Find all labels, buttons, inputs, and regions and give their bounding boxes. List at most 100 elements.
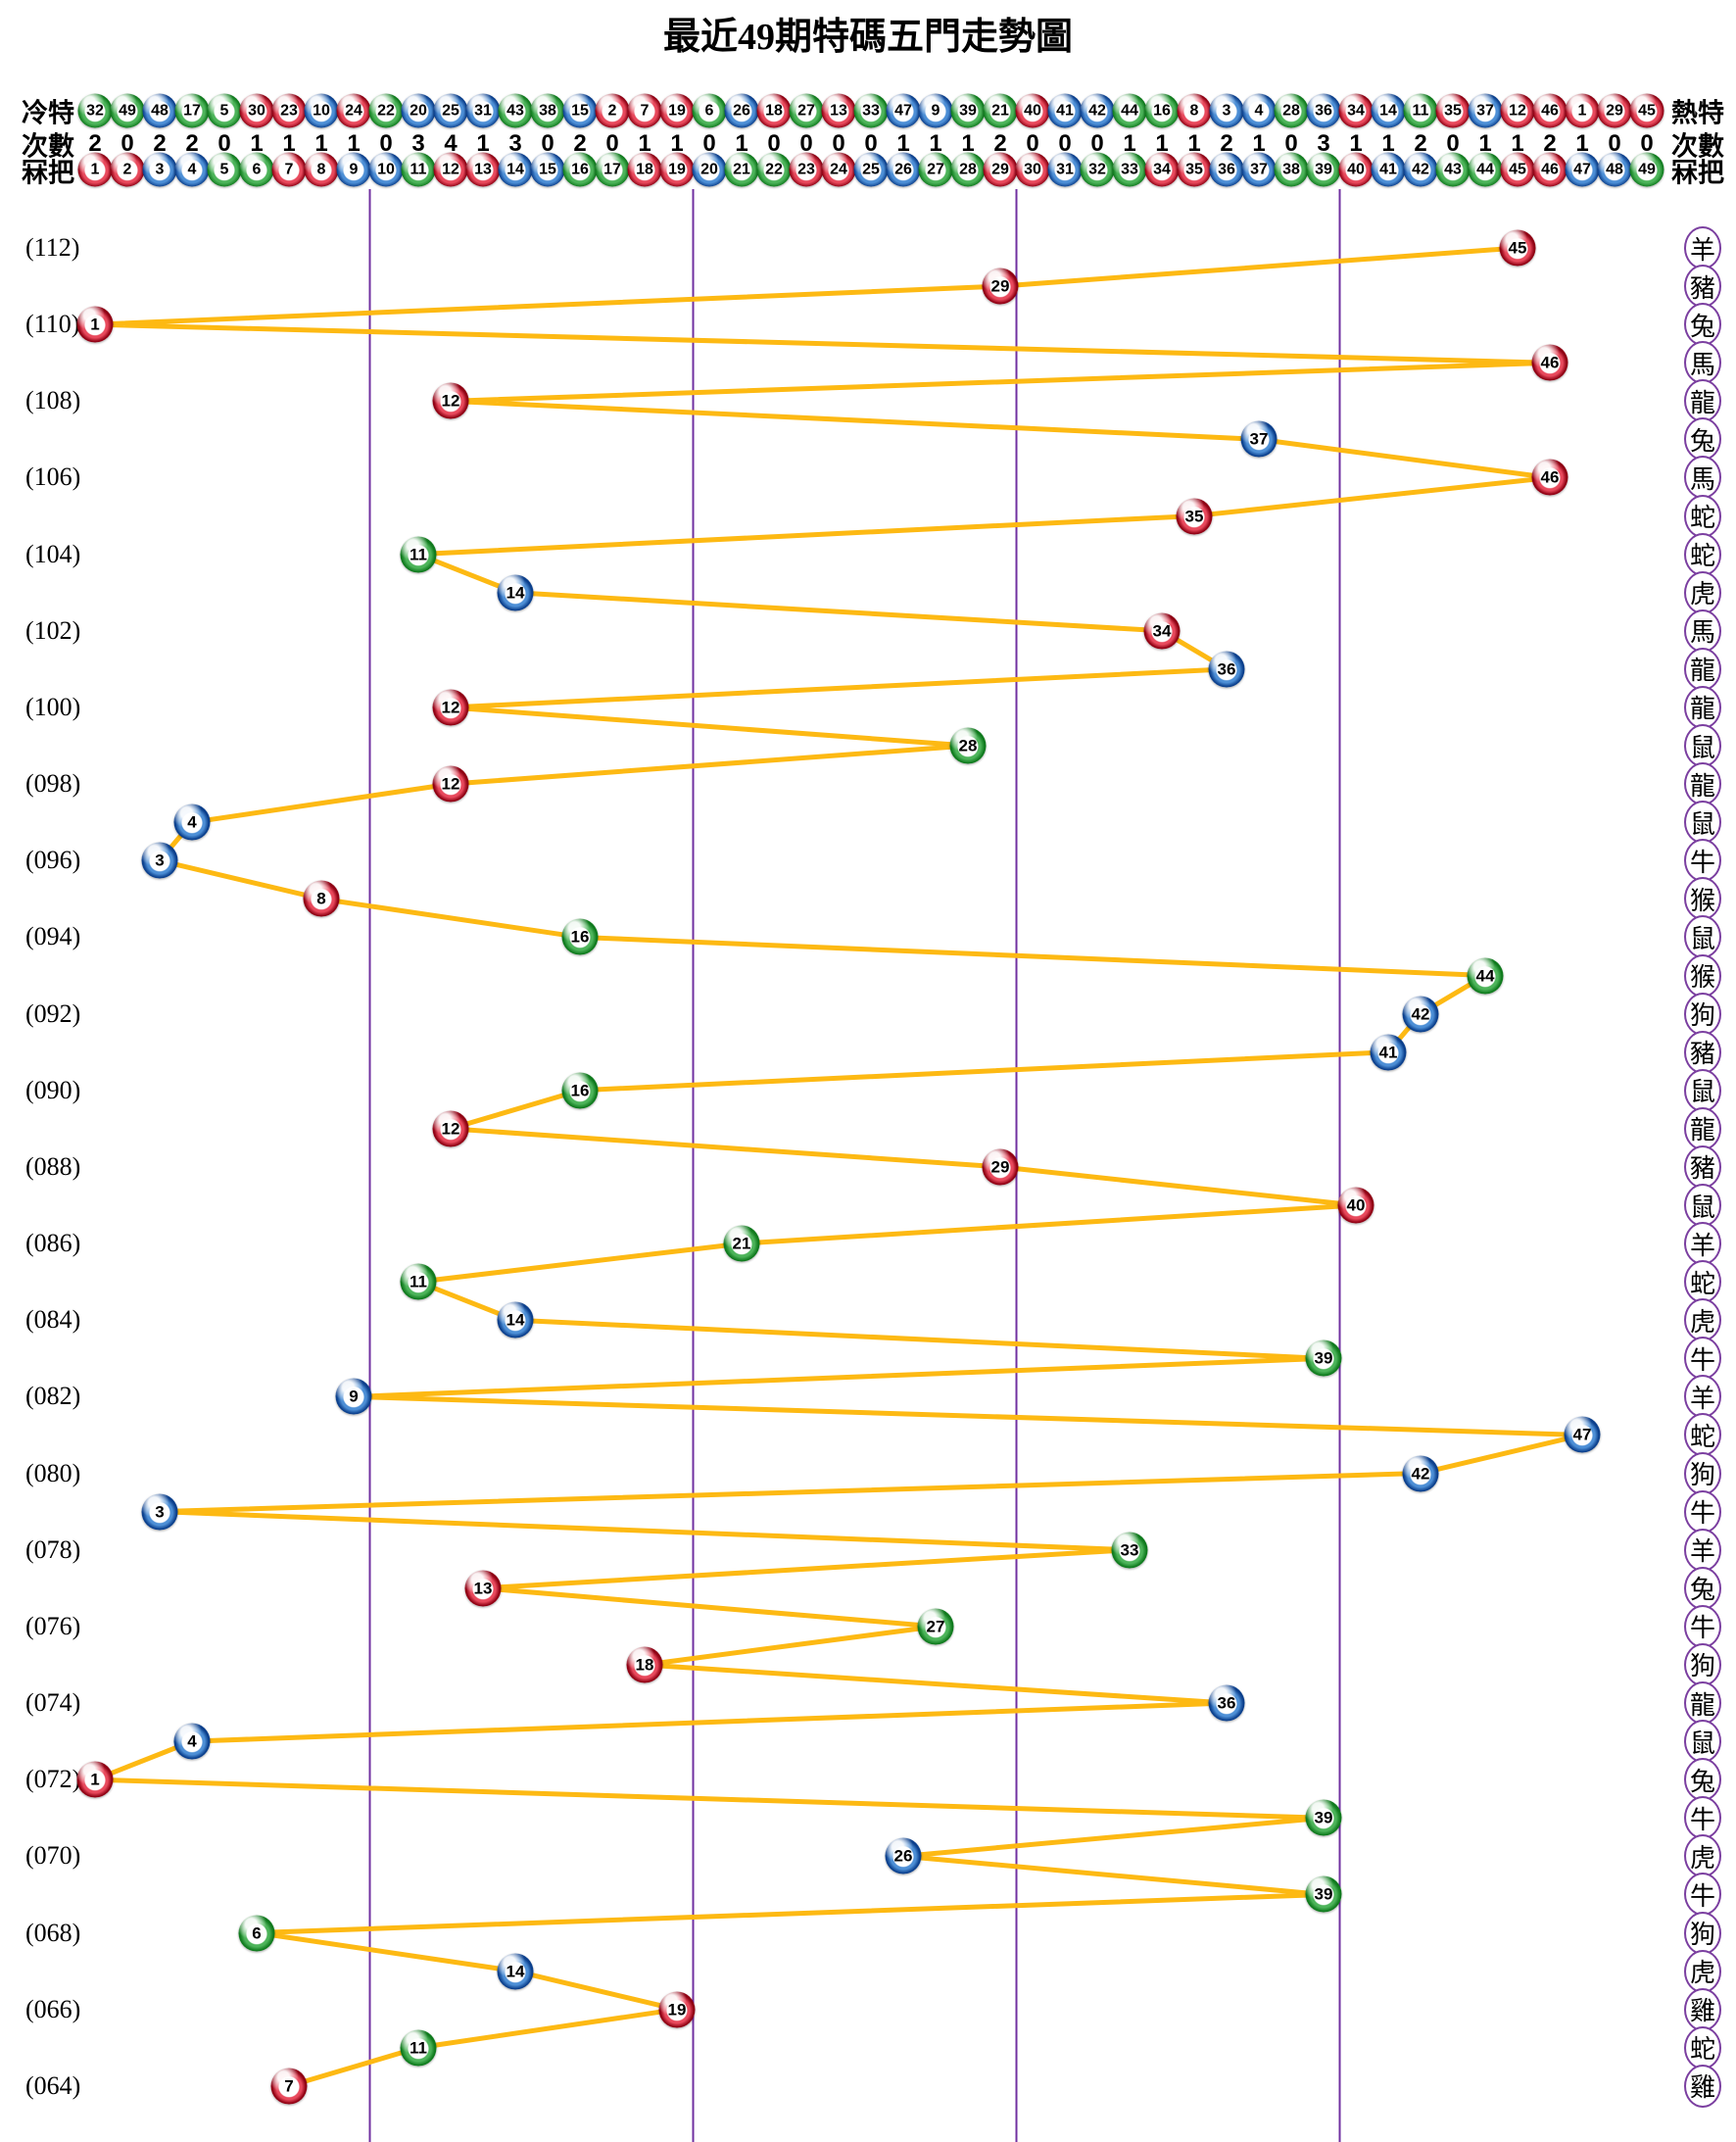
drawn-special-ball: 12 [432, 689, 469, 726]
zodiac-badge: 馬 [1684, 341, 1721, 385]
drawn-special-ball: 4 [173, 1723, 211, 1760]
zodiac-badge: 狗 [1684, 1911, 1721, 1955]
drawn-special-ball: 47 [1564, 1416, 1601, 1453]
drawn-special-ball: 16 [561, 1072, 599, 1109]
cold-sequence-ball: 44 [1112, 93, 1147, 128]
number-scale-ball: 36 [1209, 152, 1244, 187]
zodiac-badge: 猴 [1684, 953, 1721, 998]
count-value: 1 [1511, 130, 1524, 157]
period-axis-label: (098) [25, 769, 81, 799]
period-axis-label: (108) [25, 386, 81, 415]
number-scale-ball: 31 [1047, 152, 1083, 187]
zodiac-badge: 虎 [1684, 1298, 1721, 1342]
number-scale-ball: 11 [401, 152, 436, 187]
zodiac-badge: 牛 [1684, 1489, 1721, 1533]
period-axis-label: (078) [25, 1534, 81, 1564]
zodiac-badge: 鼠 [1684, 1184, 1721, 1227]
number-scale-ball: 13 [465, 152, 501, 187]
count-value: 2 [1543, 130, 1557, 157]
cold-sequence-ball: 31 [465, 93, 501, 128]
cold-sequence-ball: 21 [983, 93, 1018, 128]
number-scale-ball: 23 [789, 152, 824, 187]
cold-sequence-ball: 22 [368, 93, 404, 128]
number-scale-ball: 1 [77, 152, 113, 187]
period-axis-label: (070) [25, 1841, 81, 1871]
count-value: 0 [799, 130, 813, 157]
cold-sequence-ball: 46 [1532, 93, 1567, 128]
count-value: 3 [508, 130, 522, 157]
cold-sequence-ball: 15 [562, 93, 598, 128]
count-value: 0 [1058, 130, 1072, 157]
cold-sequence-ball: 43 [498, 93, 533, 128]
zodiac-badge: 鼠 [1684, 1068, 1721, 1112]
number-scale-ball: 28 [950, 152, 986, 187]
cold-sequence-ball: 10 [304, 93, 339, 128]
count-value: 1 [735, 130, 748, 157]
number-scale-ball: 46 [1532, 152, 1567, 187]
number-scale-ball: 30 [1015, 152, 1050, 187]
number-scale-ball: 48 [1597, 152, 1632, 187]
period-axis-label: (064) [25, 2070, 81, 2100]
cold-sequence-ball: 9 [918, 93, 953, 128]
drawn-special-ball: 21 [723, 1225, 760, 1262]
cold-sequence-ball: 26 [724, 93, 759, 128]
zodiac-badge: 虎 [1684, 1949, 1721, 1993]
drawn-special-ball: 14 [497, 1953, 534, 1990]
count-value: 2 [88, 130, 102, 157]
number-label-left: 冧把 [22, 158, 74, 188]
zodiac-badge: 牛 [1684, 1337, 1721, 1381]
count-value: 0 [121, 130, 134, 157]
zodiac-badge: 馬 [1684, 456, 1721, 500]
drawn-special-ball: 18 [626, 1646, 663, 1683]
period-axis-label: (082) [25, 1382, 81, 1411]
count-value: 1 [929, 130, 942, 157]
drawn-special-ball: 13 [464, 1570, 502, 1607]
cold-sequence-ball: 20 [401, 93, 436, 128]
drawn-special-ball: 4 [173, 803, 211, 841]
zodiac-badge: 雞 [1684, 1987, 1721, 2031]
number-scale-ball: 16 [562, 152, 598, 187]
count-value: 3 [1317, 130, 1330, 157]
number-scale-ball: 25 [853, 152, 889, 187]
count-value: 0 [1090, 130, 1104, 157]
count-value: 2 [573, 130, 587, 157]
period-axis-label: (096) [25, 846, 81, 875]
zodiac-badge: 羊 [1684, 226, 1721, 269]
count-value: 0 [1284, 130, 1298, 157]
period-axis-label: (068) [25, 1918, 81, 1947]
number-scale-ball: 3 [142, 152, 177, 187]
number-scale-ball: 4 [174, 152, 210, 187]
cold-special-label: 冷特 [22, 98, 74, 128]
count-value: 0 [864, 130, 878, 157]
zodiac-badge: 蛇 [1684, 1413, 1721, 1457]
period-axis-label: (092) [25, 998, 81, 1028]
number-scale-ball: 2 [110, 152, 145, 187]
number-label-right: 冧把 [1671, 158, 1724, 188]
cold-sequence-ball: 47 [886, 93, 921, 128]
number-scale-ball: 39 [1306, 152, 1341, 187]
drawn-special-ball: 28 [949, 727, 987, 764]
drawn-special-ball: 14 [497, 574, 534, 611]
drawn-special-ball: 34 [1143, 612, 1181, 650]
drawn-special-ball: 29 [982, 268, 1019, 305]
cold-sequence-ball: 14 [1371, 93, 1406, 128]
drawn-special-ball: 12 [432, 382, 469, 419]
number-scale-ball: 21 [724, 152, 759, 187]
cold-sequence-ball: 37 [1468, 93, 1503, 128]
drawn-special-ball: 44 [1467, 957, 1504, 995]
zodiac-badge: 龍 [1684, 647, 1721, 691]
zodiac-badge: 鼠 [1684, 801, 1721, 845]
count-value: 1 [1478, 130, 1492, 157]
period-axis-label: (076) [25, 1611, 81, 1640]
zodiac-badge: 羊 [1684, 1222, 1721, 1266]
period-axis-label: (066) [25, 1994, 81, 2023]
cold-sequence-ball: 11 [1403, 93, 1438, 128]
count-value: 1 [347, 130, 361, 157]
cold-sequence-ball: 45 [1629, 93, 1664, 128]
drawn-special-ball: 12 [432, 765, 469, 803]
count-value: 4 [444, 130, 458, 157]
count-value: 0 [541, 130, 555, 157]
cold-sequence-ball: 49 [110, 93, 145, 128]
zodiac-badge: 鼠 [1684, 724, 1721, 768]
